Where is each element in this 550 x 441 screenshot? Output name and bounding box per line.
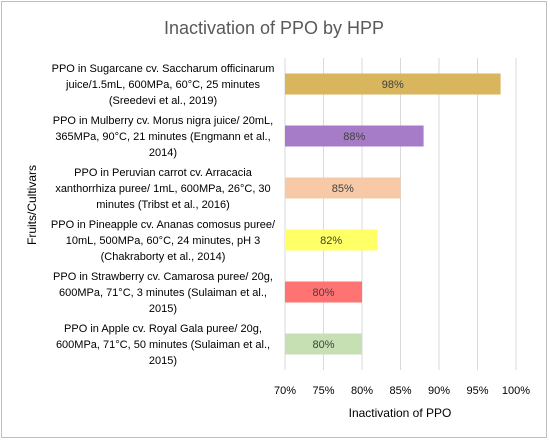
data-label: 82% [320,235,342,247]
category-label: PPO in Sugarcane cv. Saccharum officinar… [52,63,275,107]
x-axis-label: Inactivation of PPO [349,406,452,420]
data-label: 80% [312,287,334,299]
data-label: 85% [332,183,354,195]
grid-lines [284,58,517,370]
category-label: PPO in Peruvian carrot cv. Arracacia xant… [55,167,270,211]
x-tick-label: 70% [274,385,296,397]
data-label: 98% [382,79,404,91]
bar [285,281,362,303]
data-label: 88% [343,131,365,143]
category-label: PPO in Strawberry cv. Camarosa puree/ 20… [53,271,273,315]
x-tick-labels: 70% 75% 80% 85% 90% 95% 100% [274,385,530,397]
x-tick-label: 85% [389,385,411,397]
x-tick-label: 75% [312,385,334,397]
category-label: PPO in Pineapple cv. Ananas comosus pure… [51,219,276,263]
x-tick-label: 80% [351,385,373,397]
x-tick-label: 90% [428,385,450,397]
chart-title: Inactivation of PPO by HPP [164,18,384,38]
category-labels: PPO in Sugarcane cv. Saccharum officinar… [51,63,276,367]
category-label: PPO in Apple cv. Royal Gala puree/ 20g, 6… [56,323,270,367]
bar [285,333,362,355]
bar [285,125,424,147]
data-labels: 98% 88% 85% 82% 80% 80% [312,79,404,351]
y-axis-label: Fruits/Cultivars [25,165,39,245]
bars [285,73,501,355]
bar [285,73,501,95]
category-label: PPO in Mulberry cv. Morus nigra juice/ 2… [53,115,273,159]
x-tick-label: 100% [502,385,530,397]
data-label: 80% [312,339,334,351]
bar [285,177,401,199]
x-tick-label: 95% [466,385,488,397]
bar [285,229,378,251]
